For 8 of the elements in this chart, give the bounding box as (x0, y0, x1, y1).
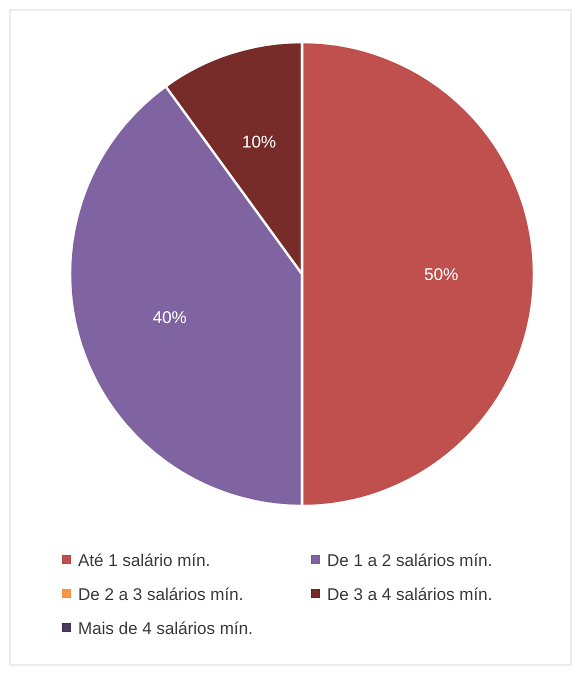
data-label: 40% (152, 308, 187, 327)
legend-label: De 2 a 3 salários mín. (78, 584, 244, 604)
legend-label: Até 1 salário mín. (78, 550, 210, 570)
legend-label: De 1 a 2 salários mín. (327, 550, 492, 570)
legend-label: Mais de 4 salários mín. (78, 618, 253, 638)
data-label: 50% (424, 264, 458, 284)
data-label: 10% (242, 132, 276, 152)
legend-label: De 3 a 4 salários mín. (327, 584, 492, 604)
